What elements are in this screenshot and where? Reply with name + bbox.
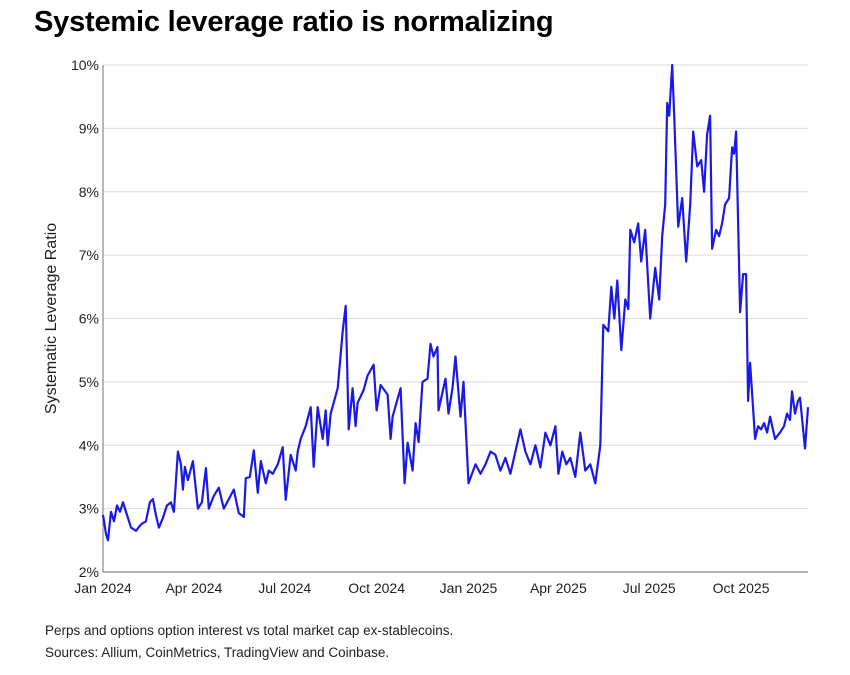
y-tick-label: 9%	[79, 120, 99, 136]
chart-sources: Sources: Allium, CoinMetrics, TradingVie…	[45, 645, 390, 660]
x-tick-label: Apr 2024	[165, 580, 222, 596]
line-chart: 2% 3% 4% 5% 6% 7% 8% 9% 10% Jan 2024 Apr 2024 Jul 2…	[43, 57, 810, 596]
x-tick-label: Jul 2024	[258, 580, 311, 596]
y-tick-label: 5%	[79, 374, 99, 390]
y-tick-label: 10%	[71, 57, 99, 73]
y-axis-label: Systematic Leverage Ratio	[43, 223, 60, 414]
x-tick-label: Apr 2025	[530, 580, 587, 596]
x-tick-label: Jan 2024	[74, 580, 132, 596]
x-tick-label: Oct 2025	[713, 580, 770, 596]
y-tick-label: 4%	[79, 437, 99, 453]
chart-note: Perps and options option interest vs tot…	[45, 623, 454, 638]
y-tick-label: 6%	[79, 311, 99, 327]
y-tick-label: 8%	[79, 184, 99, 200]
x-tick-label: Jul 2025	[623, 580, 676, 596]
y-tick-label: 2%	[79, 564, 99, 580]
x-tick-label: Oct 2024	[348, 580, 405, 596]
y-tick-label: 7%	[79, 247, 99, 263]
x-tick-label: Jan 2025	[440, 580, 498, 596]
series-line	[101, 63, 810, 542]
y-tick-label: 3%	[79, 501, 99, 517]
chart-title: Systemic leverage ratio is normalizing	[34, 6, 554, 38]
